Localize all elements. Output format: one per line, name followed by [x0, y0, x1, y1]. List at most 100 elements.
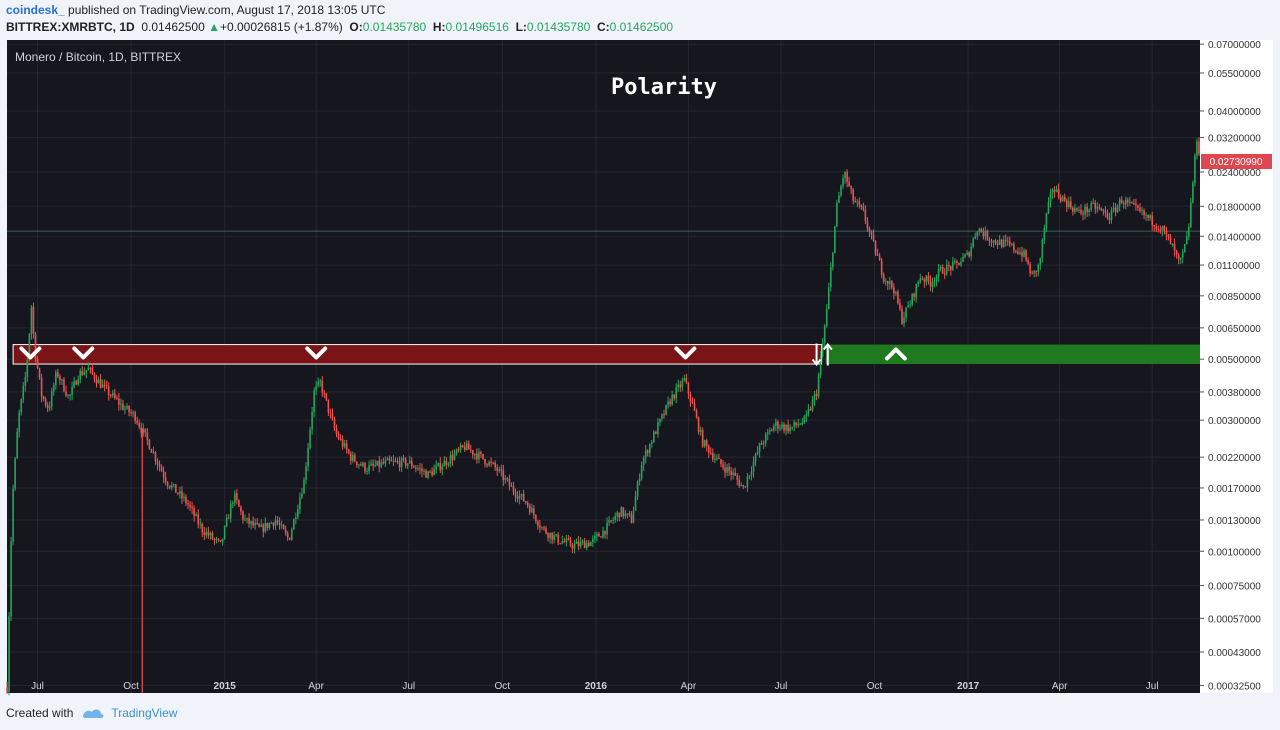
- candle-body: [419, 468, 421, 470]
- candle-body: [575, 541, 578, 544]
- candle-body: [606, 522, 608, 535]
- candle-body: [1053, 189, 1056, 192]
- candle-body: [40, 377, 43, 397]
- candle-body: [510, 485, 513, 487]
- candle-body: [516, 496, 519, 499]
- candle-body: [126, 406, 128, 409]
- candle-body: [301, 493, 303, 498]
- zones: [12, 344, 1200, 365]
- candle-body: [1047, 201, 1050, 214]
- down-chevron-icon: [674, 346, 697, 360]
- candle-body: [939, 266, 942, 269]
- candle-body: [921, 278, 924, 280]
- candle-body: [506, 478, 509, 480]
- candle-body: [738, 479, 741, 486]
- candle-body: [840, 186, 842, 196]
- created-with-label: Created with: [6, 706, 74, 720]
- candle-body: [980, 228, 983, 233]
- candle-body: [1035, 270, 1038, 273]
- candle-body: [154, 452, 157, 462]
- candle-body: [758, 443, 761, 452]
- candle-body: [351, 455, 354, 461]
- down-chevron-icon: [19, 346, 42, 360]
- candle-body: [276, 520, 279, 523]
- candle-body: [474, 453, 476, 455]
- change-value: +0.00026815 (+1.87%): [219, 20, 343, 34]
- candle-body: [205, 531, 208, 536]
- candle-body: [1112, 207, 1115, 210]
- candle-body: [252, 521, 254, 526]
- tradingview-link[interactable]: TradingView: [111, 706, 178, 720]
- grid: [7, 40, 1200, 693]
- candle-body: [111, 393, 114, 396]
- candle-body: [931, 282, 934, 287]
- candle-body: [284, 529, 287, 534]
- candle-body: [952, 261, 954, 270]
- candle-body: [368, 465, 370, 472]
- candle-body: [876, 254, 879, 256]
- candle-body: [248, 517, 250, 524]
- candle-body: [59, 376, 61, 381]
- x-tick-label: 2017: [957, 681, 980, 692]
- candle-body: [166, 482, 169, 486]
- candle-body: [862, 206, 865, 210]
- candle-body: [1082, 213, 1084, 215]
- candle-body: [345, 443, 348, 450]
- y-tick-label: 0.01400000: [1208, 232, 1261, 243]
- candle-body: [1141, 210, 1143, 212]
- candle-body: [526, 502, 529, 506]
- candle-body: [604, 530, 606, 535]
- candle-body: [589, 541, 592, 546]
- candle-body: [923, 279, 926, 282]
- candle-body: [1135, 203, 1137, 206]
- candle-body: [870, 231, 873, 235]
- candle-body: [884, 280, 887, 282]
- last-price-tag-label: 0.02730990: [1210, 157, 1263, 168]
- candle-body: [457, 449, 460, 451]
- candle-body: [557, 534, 560, 544]
- candle-body: [467, 443, 470, 450]
- candle-body: [297, 509, 299, 518]
- candle-body: [1102, 209, 1105, 211]
- candle-body: [642, 457, 645, 466]
- candle-body: [156, 461, 159, 465]
- candle-body: [1057, 189, 1060, 198]
- candle-body: [162, 471, 165, 478]
- candle-body: [1070, 201, 1072, 208]
- candle-body: [22, 385, 25, 400]
- candle-body: [748, 475, 751, 478]
- candle-body: [376, 460, 379, 466]
- candle-body: [925, 275, 928, 282]
- candle-body: [95, 379, 98, 384]
- candle-body: [848, 181, 850, 187]
- candle-body: [585, 542, 588, 549]
- candle-body: [640, 465, 643, 479]
- y-tick-label: 0.00650000: [1208, 324, 1261, 335]
- candle-body: [947, 264, 950, 267]
- candle-body: [199, 523, 202, 525]
- candle-body: [195, 514, 197, 516]
- candle-body: [901, 308, 903, 324]
- candle-body: [148, 439, 151, 450]
- candle-body: [791, 426, 793, 428]
- candle-body: [614, 516, 616, 520]
- candle-body: [866, 220, 869, 229]
- candle-body: [581, 541, 584, 543]
- footer: Created with TradingView: [6, 706, 177, 720]
- candle-body: [93, 373, 96, 380]
- candle-body: [864, 209, 867, 221]
- candle-body: [1118, 199, 1121, 206]
- candle-body: [124, 408, 126, 410]
- candle-body: [201, 523, 204, 533]
- author-link[interactable]: coindesk_: [6, 3, 65, 17]
- down-arrow-head-icon: [811, 358, 822, 367]
- candle-body: [85, 370, 88, 373]
- candle-body: [425, 470, 427, 478]
- candle-body: [396, 461, 399, 463]
- candle-body: [327, 399, 330, 413]
- up-chevron-icon: [884, 347, 907, 361]
- candle-body: [856, 201, 859, 203]
- candle-body: [976, 231, 979, 237]
- candle-body: [935, 276, 938, 282]
